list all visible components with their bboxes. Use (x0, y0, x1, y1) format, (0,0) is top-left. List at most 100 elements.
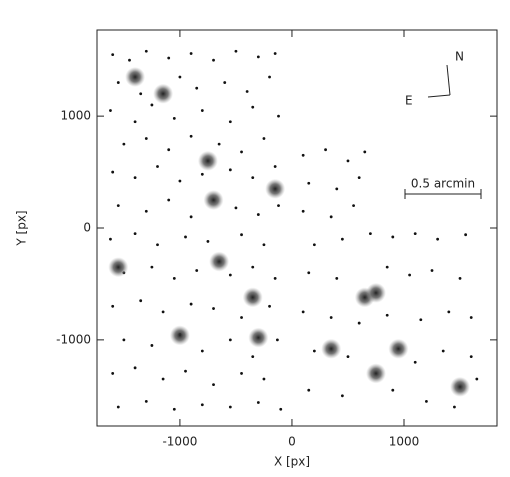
star-point (217, 142, 221, 146)
star-point (262, 377, 266, 381)
star-point (133, 120, 137, 124)
galaxy-point (209, 251, 230, 272)
x-tick-label: 1000 (389, 435, 420, 449)
star-point (277, 204, 280, 208)
star-point (240, 150, 243, 154)
y-axis-label: Y [px] (15, 210, 29, 246)
star-point (200, 109, 204, 112)
star-point (116, 81, 120, 84)
star-point (128, 58, 131, 62)
star-point (156, 165, 159, 168)
star-point (116, 405, 120, 409)
compass-north: N (455, 50, 464, 64)
star-point (139, 299, 143, 303)
star-point (329, 215, 333, 219)
star-point (195, 269, 199, 272)
star-point (413, 232, 417, 235)
star-point (408, 273, 412, 277)
star-point (228, 120, 232, 124)
star-point (139, 92, 143, 96)
star-point (172, 276, 176, 280)
star-point (172, 116, 176, 120)
star-point (200, 349, 204, 353)
star-point (275, 338, 279, 342)
star-point (475, 377, 479, 381)
star-point (234, 206, 238, 210)
galaxy-point (265, 178, 286, 199)
star-point (469, 316, 473, 319)
star-point (167, 56, 171, 60)
star-point (357, 321, 361, 325)
star-point (150, 344, 154, 347)
star-point (240, 316, 243, 319)
star-point (251, 105, 255, 109)
star-point (172, 407, 176, 411)
star-point (161, 377, 165, 381)
galaxy-point (365, 363, 386, 384)
star-point (200, 403, 204, 407)
star-point (385, 265, 389, 269)
star-point (167, 148, 171, 152)
star-point (391, 388, 395, 392)
star-point (268, 75, 271, 79)
star-point (178, 75, 182, 79)
star-point (436, 237, 440, 241)
star-point (144, 399, 148, 403)
star-point (277, 114, 280, 118)
compass (427, 64, 451, 98)
star-point (150, 265, 154, 269)
star-point (464, 233, 468, 237)
star-point (324, 148, 327, 152)
star-point (144, 49, 148, 53)
star-point (133, 232, 137, 235)
y-tick-label: -1000 (56, 332, 91, 346)
star-point (212, 58, 215, 62)
star-point (184, 369, 187, 373)
star-point (335, 276, 339, 280)
star-point (301, 209, 305, 213)
star-point (167, 198, 171, 202)
x-tick-label: -1000 (162, 435, 197, 449)
star-point (307, 388, 311, 392)
star-point (256, 55, 260, 59)
star-point (256, 213, 260, 216)
galaxy-point (203, 190, 224, 211)
star-point (368, 232, 372, 235)
star-point (228, 405, 232, 409)
star-point (441, 349, 445, 353)
star-point (122, 142, 126, 146)
galaxy-point (153, 83, 174, 104)
star-point (251, 265, 255, 269)
star-point (268, 304, 271, 308)
star-point (301, 153, 305, 157)
star-point (413, 360, 417, 364)
star-point (109, 109, 112, 112)
star-point (391, 235, 395, 239)
star-point (111, 53, 115, 57)
star-point (189, 302, 193, 306)
star-point (363, 150, 367, 154)
star-point (307, 181, 311, 185)
star-point (189, 215, 193, 219)
star-point (234, 49, 238, 53)
galaxy-point (321, 338, 342, 359)
star-point (111, 170, 115, 174)
star-point (212, 383, 215, 387)
scale-bar-label: 0.5 arcmin (411, 177, 475, 191)
star-point (458, 276, 462, 280)
y-tick-label: 0 (83, 221, 91, 235)
x-tick-label: 0 (288, 435, 296, 449)
star-point (195, 86, 199, 90)
star-point (447, 310, 451, 314)
star-point (469, 355, 473, 359)
star-point (111, 304, 115, 308)
galaxy-point (248, 327, 269, 348)
scale-bar (404, 189, 482, 199)
galaxy-point (108, 257, 129, 278)
star-point (245, 90, 249, 93)
star-point (228, 168, 232, 172)
star-point (346, 355, 350, 359)
star-point (385, 313, 389, 317)
galaxy-point (242, 287, 263, 308)
